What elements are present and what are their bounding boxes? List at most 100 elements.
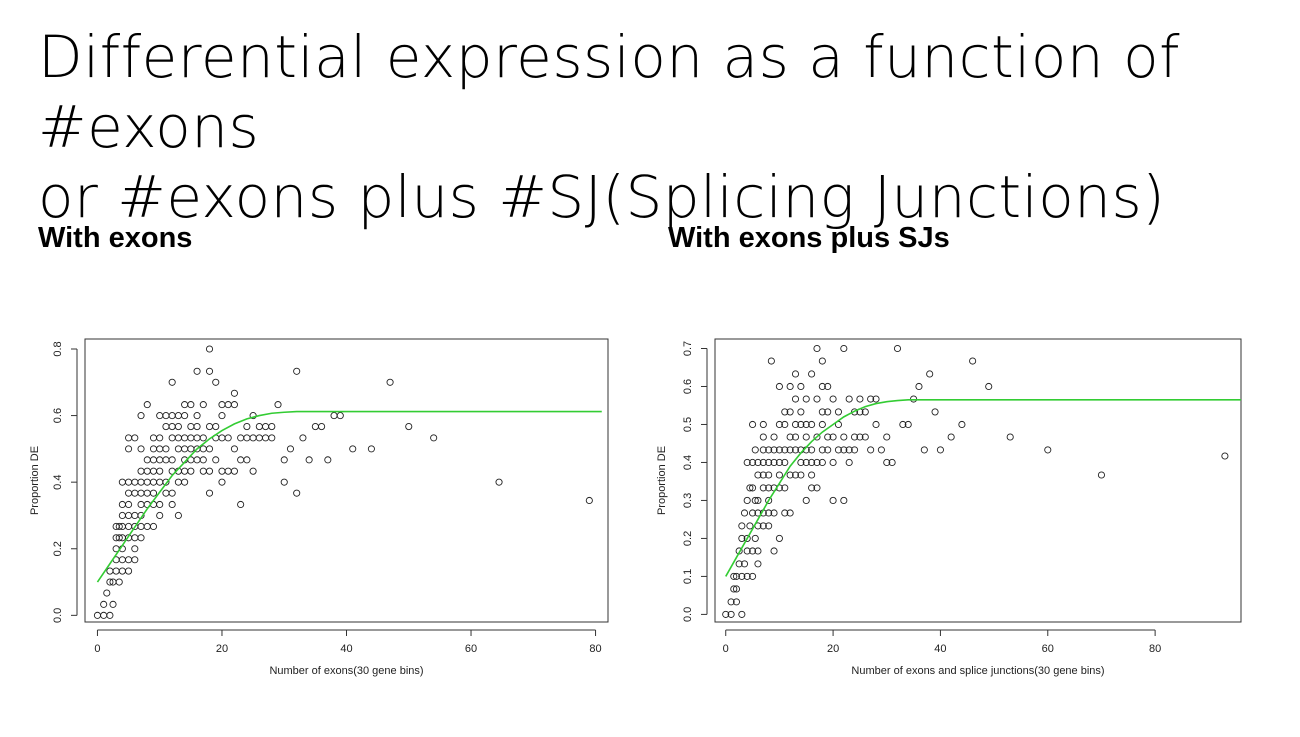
exons-data-point xyxy=(199,401,207,409)
exons-data-point xyxy=(125,511,133,520)
exons-x-tick-label: 20 xyxy=(216,643,228,655)
exons-sj-y-tick-label: 0.1 xyxy=(682,569,694,584)
exons-data-point xyxy=(280,456,288,464)
exons-data-point xyxy=(137,412,145,420)
exons-sj-data-point xyxy=(732,572,741,580)
exons-sj-data-point xyxy=(751,534,759,542)
exons-data-point xyxy=(156,456,164,464)
exons-y-tick-label: 0.4 xyxy=(52,475,64,490)
exons-y-tick-label: 0.0 xyxy=(52,608,64,623)
exons-x-axis-label: Number of exons(30 gene bins) xyxy=(269,665,423,677)
exons-data-point xyxy=(168,456,176,464)
exons-data-point xyxy=(349,445,357,453)
exons-data-point xyxy=(193,456,201,464)
exons-data-point xyxy=(237,434,245,442)
exons-sj-data-point xyxy=(829,395,837,403)
exons-sj-data-point xyxy=(743,547,751,555)
exons-sj-data-point xyxy=(802,420,810,429)
exons-sj-y-tick-label: 0.4 xyxy=(682,455,694,470)
exons-sj-data-point xyxy=(775,382,783,391)
exons-data-point xyxy=(149,478,158,486)
exons-data-point xyxy=(193,423,201,431)
exons-y-tick-label: 0.2 xyxy=(52,541,64,556)
exons-sj-data-point xyxy=(883,458,891,467)
exons-data-point xyxy=(218,401,226,409)
exons-data-point xyxy=(218,467,226,475)
exons-sj-y-axis-label: Proportion DE xyxy=(656,446,668,515)
exons-sj-data-point xyxy=(818,446,826,454)
exons-sj-data-point xyxy=(791,395,800,403)
exons-data-point xyxy=(311,423,319,431)
exons-data-point xyxy=(187,423,195,431)
exons-data-point xyxy=(205,345,214,353)
exons-sj-x-tick-label: 20 xyxy=(827,643,839,655)
exons-sj-data-point xyxy=(915,382,923,391)
exons-data-point xyxy=(168,434,176,442)
exons-y-axis-label: Proportion DE xyxy=(29,446,41,515)
exons-data-point xyxy=(181,467,189,475)
exons-data-point xyxy=(174,511,182,520)
exons-sj-data-point xyxy=(840,344,848,353)
exons-sj-data-point xyxy=(791,420,800,429)
exons-data-point xyxy=(293,367,301,375)
exons-sj-data-point xyxy=(770,509,778,517)
exons-data-point xyxy=(103,589,111,597)
exons-data-point xyxy=(262,434,270,442)
exons-data-point xyxy=(125,500,133,509)
exons-sj-data-point xyxy=(749,509,757,517)
exons-sj-y-tick-label: 0.7 xyxy=(682,341,694,356)
exons-sj-y-tick-label: 0.5 xyxy=(682,417,694,432)
exons-data-point xyxy=(156,445,164,453)
exons-sj-data-point xyxy=(888,458,896,467)
exons-sj-data-point xyxy=(840,446,848,454)
exons-sj-data-point xyxy=(808,471,816,479)
exons-sj-data-point xyxy=(947,433,955,441)
exons-data-point xyxy=(106,611,114,619)
exons-sj-data-point xyxy=(818,357,826,365)
exons-sj-data-point xyxy=(872,395,880,403)
exons-data-point xyxy=(193,434,201,442)
exons-data-point xyxy=(137,500,145,509)
exons-plot-frame xyxy=(84,338,609,623)
exons-sj-data-point xyxy=(829,458,837,467)
exons-sj-data-point xyxy=(727,610,735,618)
exons-sj-data-point xyxy=(735,560,743,568)
exons-sj-data-point xyxy=(759,433,767,441)
exons-sj-data-point xyxy=(775,458,783,467)
exons-data-point xyxy=(249,467,257,475)
exons-data-point xyxy=(125,556,133,564)
exons-data-point xyxy=(162,445,170,453)
slide-title: Differential expression as a function of… xyxy=(38,22,1278,232)
exons-data-point xyxy=(224,434,232,442)
exons-data-point xyxy=(230,389,238,397)
exons-sj-data-point xyxy=(765,509,773,517)
exons-sj-data-point xyxy=(829,496,837,504)
exons-data-point xyxy=(199,445,207,453)
exons-data-point xyxy=(131,489,139,497)
exons-sj-data-point xyxy=(904,420,912,429)
exons-data-point xyxy=(193,412,201,420)
exons-sj-data-point xyxy=(765,484,773,492)
exons-sj-data-point xyxy=(749,484,757,492)
exons-sj-data-point xyxy=(818,382,826,391)
exons-data-point xyxy=(237,456,245,464)
exons-sj-data-point xyxy=(840,496,848,504)
exons-sj-data-point xyxy=(813,433,821,441)
exons-sj-data-point xyxy=(845,458,853,467)
exons-sj-data-point xyxy=(883,433,891,441)
exons-data-point xyxy=(205,367,214,375)
exons-sj-x-tick-label: 60 xyxy=(1042,643,1054,655)
exons-data-point xyxy=(125,489,133,497)
exons-data-point xyxy=(118,478,126,486)
exons-data-point xyxy=(115,578,123,586)
exons-sj-data-point xyxy=(813,458,821,467)
exons-data-point xyxy=(106,578,114,586)
exons-sj-data-point xyxy=(786,446,794,454)
exons-data-point xyxy=(125,478,133,486)
exons-fit-curve xyxy=(96,410,602,583)
exons-sj-data-point xyxy=(759,446,767,454)
exons-data-point xyxy=(230,401,238,409)
exons-sj-data-point xyxy=(926,370,934,378)
exons-data-point xyxy=(187,401,195,409)
exons-sj-data-point xyxy=(786,509,794,517)
